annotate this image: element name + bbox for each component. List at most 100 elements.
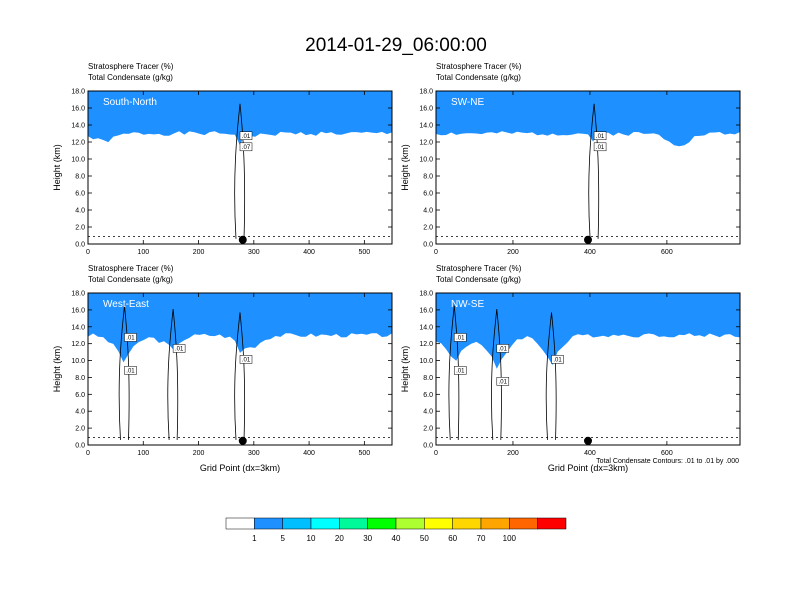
y-tick-label: 10.0 xyxy=(71,358,85,365)
colorbar-swatch xyxy=(452,517,482,530)
x-tick-label: 500 xyxy=(359,249,371,256)
x-tick-label: 400 xyxy=(303,450,315,457)
colorbar-swatch xyxy=(225,517,255,530)
y-tick-label: 18.0 xyxy=(419,291,433,298)
panel-header-line: Stratosphere Tracer (%) xyxy=(436,62,522,71)
condensate-contour xyxy=(588,103,600,239)
contour-label: .01 xyxy=(456,368,465,374)
x-tick-label: 400 xyxy=(303,249,315,256)
x-tick-label: 300 xyxy=(248,450,260,457)
colorbar-label: 5 xyxy=(280,534,285,543)
contour-label-box xyxy=(453,333,467,342)
colorbar-swatch xyxy=(254,517,283,530)
y-tick-label: 16.0 xyxy=(71,307,85,314)
x-tick-label: 200 xyxy=(193,450,205,457)
x-tick-label: 0 xyxy=(86,249,90,256)
colorbar-label: 50 xyxy=(420,534,429,543)
colorbar-swatch xyxy=(395,517,425,530)
contour-label-box xyxy=(124,366,137,375)
location-marker xyxy=(238,235,247,244)
tracer-field xyxy=(436,293,740,369)
x-axis-label: Grid Point (dx=3km) xyxy=(200,463,280,473)
panel-header-line: Total Condensate (g/kg) xyxy=(436,73,521,82)
x-tick-label: 100 xyxy=(137,450,149,457)
condensate-contour xyxy=(234,312,246,440)
panel-header-line: Stratosphere Tracer (%) xyxy=(436,264,522,273)
colorbar-label: 60 xyxy=(448,534,457,543)
condensate-contours xyxy=(88,103,392,239)
x-tick-label: 300 xyxy=(248,249,260,256)
x-tick-label: 400 xyxy=(584,249,596,256)
panel-label: West-East xyxy=(103,299,149,310)
y-axis-label: Height (km) xyxy=(52,144,62,191)
x-tick-label: 500 xyxy=(359,450,371,457)
contour-label: .01 xyxy=(242,134,251,140)
y-tick-label: 4.0 xyxy=(423,208,433,215)
panel-header-line: Total Condensate (g/kg) xyxy=(88,73,173,82)
panel-label: NW-SE xyxy=(451,299,484,310)
colorbar-label: 30 xyxy=(363,534,372,543)
colorbar-label: 40 xyxy=(392,534,401,543)
contour-label: .01 xyxy=(242,357,251,363)
x-tick-label: 200 xyxy=(507,249,519,256)
contour-label: .01 xyxy=(126,335,135,341)
colorbar-swatch xyxy=(537,517,567,530)
contour-label-box xyxy=(496,344,510,353)
y-tick-label: 14.0 xyxy=(419,324,433,331)
colorbar-label: 20 xyxy=(335,534,344,543)
y-tick-label: 4.0 xyxy=(423,409,433,416)
y-tick-label: 16.0 xyxy=(419,106,433,113)
panel-label: South-North xyxy=(103,97,157,108)
chart-panel-4: .01 .01 .01 .01 .01 NW-SE Stratosphere Tracer … xyxy=(400,264,741,473)
y-axis-label: Height (km) xyxy=(400,346,410,393)
y-axis-label: Height (km) xyxy=(400,144,410,191)
plot-frame xyxy=(87,292,393,446)
chart-panel-3: .01 .01 .01 .01 West-East Stratosphere Tracer… xyxy=(52,264,393,473)
contour-label: .01 xyxy=(499,346,508,352)
y-tick-label: 4.0 xyxy=(75,208,85,215)
colorbar-swatch xyxy=(282,517,312,530)
y-tick-label: 0.0 xyxy=(75,242,85,249)
x-axis-label: Grid Point (dx=3km) xyxy=(548,463,628,473)
plot-frame xyxy=(435,292,741,446)
y-tick-label: 2.0 xyxy=(423,426,433,433)
y-tick-label: 2.0 xyxy=(423,225,433,232)
contour-label: .01 xyxy=(596,134,605,140)
panel-header-line: Stratosphere Tracer (%) xyxy=(88,264,174,273)
y-tick-label: 18.0 xyxy=(71,291,85,298)
y-tick-label: 8.0 xyxy=(423,174,433,181)
contour-label-box xyxy=(593,131,607,140)
contour-label-box xyxy=(124,333,137,342)
tracer-field xyxy=(436,91,740,147)
y-axis-label: Height (km) xyxy=(52,346,62,393)
plot-frame xyxy=(435,90,741,245)
colorbar-swatch xyxy=(480,517,510,530)
condensate-contour xyxy=(491,309,502,440)
panel-label: SW-NE xyxy=(451,97,484,108)
y-tick-label: 0.0 xyxy=(423,443,433,450)
contour-label: .07 xyxy=(242,145,251,151)
y-tick-label: 12.0 xyxy=(71,140,85,147)
y-tick-label: 18.0 xyxy=(419,89,433,96)
colorbar-label: 100 xyxy=(503,534,517,543)
x-tick-label: 600 xyxy=(661,450,673,457)
y-tick-label: 0.0 xyxy=(75,443,85,450)
panel-header-line: Total Condensate (g/kg) xyxy=(88,275,173,284)
tracer-band xyxy=(88,293,392,363)
x-tick-label: 0 xyxy=(86,450,90,457)
contour-label: .01 xyxy=(175,346,184,352)
y-tick-label: 10.0 xyxy=(71,157,85,164)
tracer-band xyxy=(436,91,740,147)
colorbar-label: 1 xyxy=(252,534,257,543)
contour-footnote: Total Condensate Contours: .01 to .01 by… xyxy=(596,458,739,465)
y-tick-label: 6.0 xyxy=(423,191,433,198)
x-tick-label: 0 xyxy=(434,249,438,256)
tracer-field xyxy=(88,293,392,363)
y-tick-label: 2.0 xyxy=(75,426,85,433)
y-tick-label: 10.0 xyxy=(419,157,433,164)
colorbar-label: 70 xyxy=(477,534,486,543)
contour-label: .01 xyxy=(596,145,605,151)
y-tick-label: 12.0 xyxy=(71,341,85,348)
condensate-contours xyxy=(88,305,392,440)
